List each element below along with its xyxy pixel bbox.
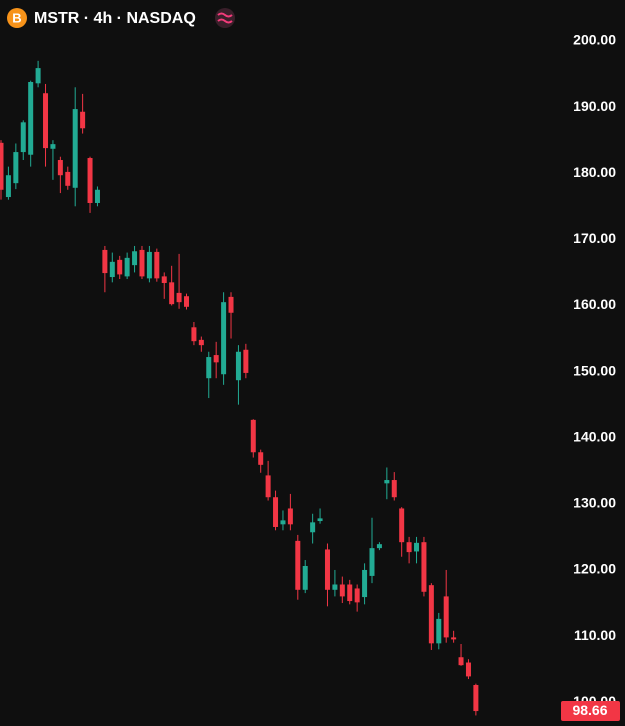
candle-body	[50, 144, 56, 149]
candle-body	[20, 122, 26, 153]
candle-body	[184, 296, 189, 307]
candle-body	[154, 251, 160, 279]
candle-body	[376, 544, 382, 549]
candle-body	[221, 302, 227, 375]
candle-body	[28, 81, 34, 155]
indicator-icon[interactable]	[215, 8, 235, 28]
candle-body	[465, 662, 471, 677]
y-tick-label: 110.00	[574, 627, 616, 643]
candle-body	[198, 339, 204, 346]
candle-body	[295, 540, 301, 590]
candle-body	[206, 357, 212, 379]
candle-body	[57, 160, 63, 176]
candle-body	[43, 93, 49, 149]
candle-body	[65, 171, 71, 186]
candle-body	[161, 276, 167, 283]
candle-body	[354, 588, 360, 603]
candle-body	[310, 522, 316, 533]
candle-body	[317, 518, 323, 522]
candle-body	[443, 596, 449, 638]
header: B MSTR · 4h · NASDAQ	[7, 8, 235, 28]
candle-body	[146, 251, 152, 279]
last-price-tag	[561, 701, 620, 722]
candle-body	[391, 480, 397, 498]
candle-body	[414, 542, 420, 552]
candle-body	[287, 508, 293, 525]
candle-body	[324, 549, 330, 590]
y-tick-label: 150.00	[573, 362, 616, 378]
candle-body	[5, 175, 11, 198]
y-tick-label: 160.00	[573, 296, 616, 312]
y-tick-label: 190.00	[573, 98, 616, 114]
y-tick-label: 200.00	[573, 32, 616, 48]
chart-title: MSTR · 4h · NASDAQ	[34, 10, 196, 27]
y-tick-label: 170.00	[573, 230, 616, 246]
candle-body	[0, 142, 4, 190]
candle-body	[87, 158, 93, 203]
candle-body	[473, 685, 479, 712]
candle-body	[13, 152, 19, 184]
candle-body	[273, 497, 279, 527]
candle-body	[280, 520, 286, 525]
candle-body	[428, 585, 434, 644]
candle-body	[302, 565, 308, 590]
candle-body	[228, 296, 234, 313]
candle-body	[117, 259, 123, 275]
candle-body	[436, 618, 442, 644]
candle-body	[213, 355, 219, 363]
candle-body	[347, 584, 353, 602]
last-price-label: 98.66	[572, 702, 607, 718]
candle-body	[399, 508, 405, 543]
candle-body	[265, 475, 271, 498]
y-tick-label: 140.00	[573, 428, 616, 444]
candle-body	[458, 657, 464, 666]
candle-body	[80, 111, 86, 129]
candle-body	[72, 109, 78, 188]
candle-body	[332, 584, 338, 590]
candle-body	[35, 68, 41, 84]
y-tick-label: 120.00	[573, 561, 616, 577]
candle-body	[235, 351, 241, 381]
candle-body	[176, 292, 182, 303]
logo-icon	[7, 8, 27, 28]
candle-body	[451, 637, 457, 640]
candle-body	[250, 419, 256, 453]
logo-text: B	[12, 10, 21, 25]
candle-body	[384, 480, 390, 484]
candle-body	[102, 249, 108, 274]
candle-body	[109, 261, 115, 278]
candle-body	[139, 249, 145, 277]
indicator-glyph	[217, 12, 233, 24]
candle-body	[258, 452, 264, 465]
candle-body	[132, 251, 138, 266]
candle-body	[124, 257, 130, 277]
candle-body	[369, 548, 375, 576]
candle-body	[362, 569, 368, 598]
candle-body	[169, 282, 175, 305]
candle-body	[421, 542, 427, 592]
candle-body	[94, 189, 100, 203]
y-tick-label: 130.00	[573, 495, 616, 511]
candle-body	[339, 584, 345, 597]
candle-body	[243, 349, 249, 373]
candle-body	[191, 327, 197, 342]
candle-body	[406, 542, 412, 553]
y-tick-label: 180.00	[573, 164, 616, 180]
